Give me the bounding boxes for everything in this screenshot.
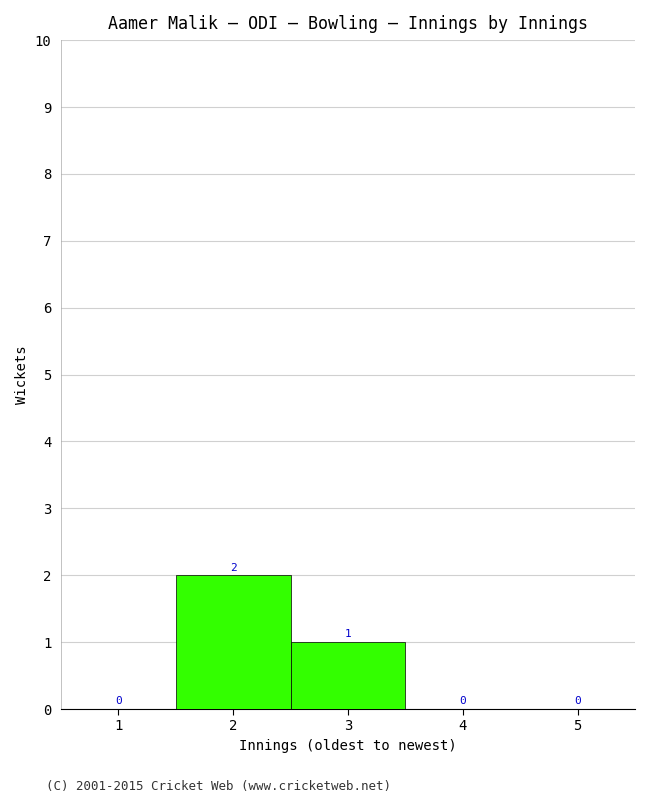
- Text: 1: 1: [344, 630, 352, 639]
- Title: Aamer Malik – ODI – Bowling – Innings by Innings: Aamer Malik – ODI – Bowling – Innings by…: [108, 15, 588, 33]
- Bar: [291, 642, 406, 709]
- Text: (C) 2001-2015 Cricket Web (www.cricketweb.net): (C) 2001-2015 Cricket Web (www.cricketwe…: [46, 781, 391, 794]
- Text: 0: 0: [460, 696, 466, 706]
- Text: 2: 2: [230, 562, 237, 573]
- Bar: [176, 575, 291, 709]
- Text: 0: 0: [574, 696, 581, 706]
- Text: 0: 0: [115, 696, 122, 706]
- Y-axis label: Wickets: Wickets: [15, 346, 29, 404]
- X-axis label: Innings (oldest to newest): Innings (oldest to newest): [239, 739, 457, 753]
